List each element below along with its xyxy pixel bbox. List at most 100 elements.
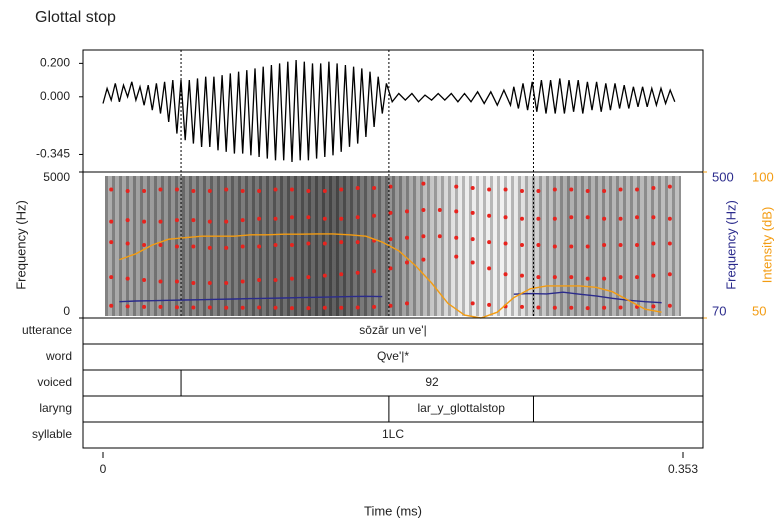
formant-point: [651, 215, 656, 220]
x-axis-label: Time (ms): [364, 503, 422, 518]
formant-point: [306, 188, 311, 193]
formant-point: [372, 304, 377, 309]
y-tick-label: -0.345: [36, 147, 70, 161]
waveform: [102, 59, 676, 163]
formant-point: [618, 216, 623, 221]
formant-point: [519, 273, 524, 278]
title: Glottal stop: [35, 9, 116, 26]
y2-tick-label: 70: [712, 303, 726, 318]
formant-point: [634, 243, 639, 247]
formant-point: [191, 280, 196, 285]
formant-point: [289, 187, 294, 192]
formant-point: [355, 240, 360, 245]
formant-point: [240, 305, 245, 310]
formant-point: [142, 188, 147, 193]
y-axis-label: Frequency (Hz): [13, 200, 28, 290]
formant-point: [454, 209, 459, 214]
formant-point: [191, 218, 196, 223]
formant-point: [388, 237, 393, 242]
formant-point: [437, 207, 442, 212]
formant-point: [487, 213, 492, 218]
formant-point: [372, 269, 377, 274]
formant-point: [355, 270, 360, 275]
interval-label: sōzār un ve'|: [359, 323, 426, 337]
formant-point: [109, 219, 114, 224]
formant-point: [536, 305, 541, 310]
formant-point: [224, 280, 229, 285]
formant-point: [207, 280, 212, 285]
formant-point: [487, 240, 492, 245]
formant-point: [125, 276, 130, 281]
formant-point: [569, 244, 574, 249]
formant-point: [289, 306, 294, 311]
formant-point: [125, 304, 130, 309]
formant-point: [667, 241, 672, 246]
formant-point: [487, 266, 492, 271]
formant-point: [634, 275, 639, 280]
formant-point: [322, 216, 327, 221]
formant-point: [339, 305, 344, 310]
formant-point: [207, 305, 212, 310]
formant-point: [158, 304, 163, 309]
formant-point: [207, 245, 212, 250]
formant-point: [191, 188, 196, 193]
formant-point: [289, 243, 294, 247]
y-tick-label: 0.200: [40, 56, 70, 70]
formant-point: [388, 303, 393, 308]
formant-point: [585, 276, 590, 281]
formant-point: [569, 305, 574, 310]
formant-point: [257, 188, 262, 193]
formant-point: [569, 215, 574, 220]
formant-point: [487, 187, 492, 192]
formant-point: [174, 218, 179, 223]
y-tick-label: 0: [63, 304, 70, 318]
formant-point: [585, 306, 590, 311]
y3-tick-label: 50: [752, 303, 766, 318]
formant-point: [454, 254, 459, 259]
formant-point: [585, 244, 590, 249]
formant-point: [618, 275, 623, 280]
formant-point: [536, 275, 541, 280]
tier-name: word: [45, 349, 72, 363]
formant-point: [519, 188, 524, 193]
tier-name: laryng: [39, 401, 72, 415]
y3-axis-label: Intensity (dB): [759, 207, 774, 284]
formant-point: [569, 275, 574, 280]
formant-point: [207, 188, 212, 193]
formant-point: [322, 273, 327, 278]
formant-point: [289, 276, 294, 281]
y2-tick-label: 500: [712, 169, 734, 184]
formant-point: [306, 306, 311, 311]
formant-point: [339, 240, 344, 245]
formant-point: [585, 215, 590, 220]
formant-point: [339, 187, 344, 192]
formant-point: [125, 218, 130, 223]
formant-point: [339, 216, 344, 221]
formant-point: [421, 181, 426, 186]
formant-point: [552, 216, 557, 221]
formant-point: [667, 272, 672, 277]
formant-point: [470, 186, 475, 191]
formant-point: [634, 187, 639, 192]
formant-point: [273, 187, 278, 192]
formant-point: [503, 272, 508, 277]
formant-point: [651, 241, 656, 246]
formant-point: [273, 216, 278, 221]
formant-point: [503, 215, 508, 220]
formant-point: [224, 245, 229, 250]
formant-point: [667, 184, 672, 189]
formant-point: [355, 215, 360, 220]
formant-point: [306, 275, 311, 280]
y3-tick-label: 100: [752, 169, 774, 184]
formant-point: [257, 216, 262, 221]
formant-point: [651, 186, 656, 191]
formant-point: [667, 216, 672, 221]
formant-point: [519, 304, 524, 309]
interval-label: Qve'|*: [377, 349, 409, 363]
formant-point: [470, 210, 475, 215]
waveform-frame: [82, 49, 704, 173]
formant-point: [519, 243, 524, 247]
interval-label: 92: [425, 375, 439, 389]
formant-point: [240, 279, 245, 284]
formant-point: [536, 243, 541, 247]
